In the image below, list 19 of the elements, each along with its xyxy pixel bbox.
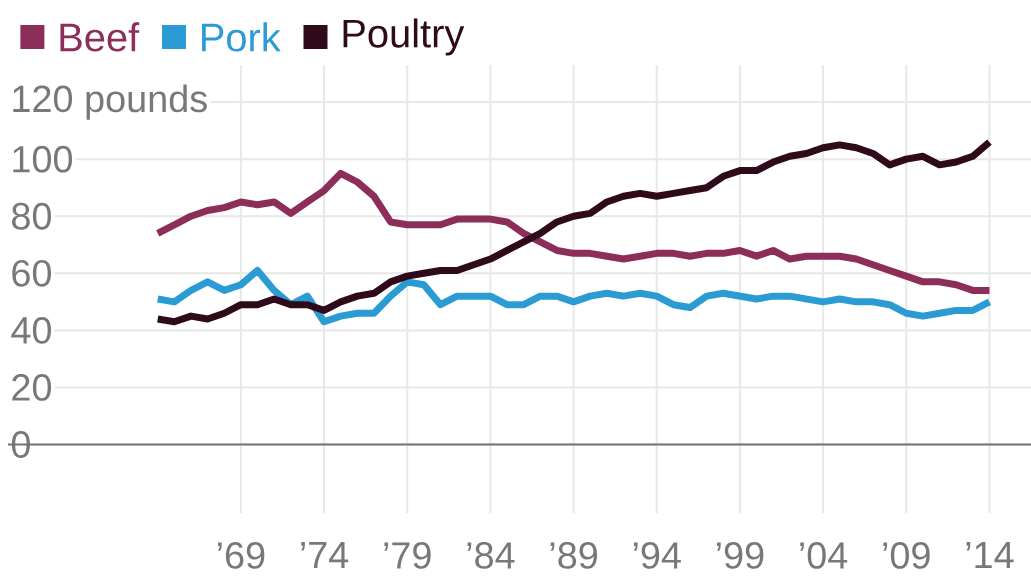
x-tick-label: ’94	[633, 542, 681, 569]
x-tick-label: ’84	[467, 542, 515, 569]
legend-label: Beef	[60, 22, 140, 52]
legend-label: Pork	[202, 22, 281, 52]
y-tick-label: 40	[11, 316, 52, 344]
y-tick-label: 120 pounds	[13, 84, 207, 120]
x-tick-label: ’79	[384, 542, 431, 569]
x-tick-label: ’09	[883, 542, 930, 569]
x-tick-label: ’74	[301, 542, 349, 569]
x-tick-label: ’89	[550, 542, 598, 569]
y-tick-label: 80	[12, 202, 52, 230]
y-tick-label: 100	[13, 145, 73, 173]
x-tick-label: ’14	[966, 542, 1014, 569]
x-tick-label: ’04	[800, 542, 848, 569]
y-tick-label: 60	[12, 259, 52, 287]
x-tick-label: ’69	[217, 542, 265, 569]
y-tick-label: 20	[12, 374, 52, 401]
legend-label: Poultry	[343, 18, 465, 56]
x-tick-label: ’99	[716, 542, 764, 569]
